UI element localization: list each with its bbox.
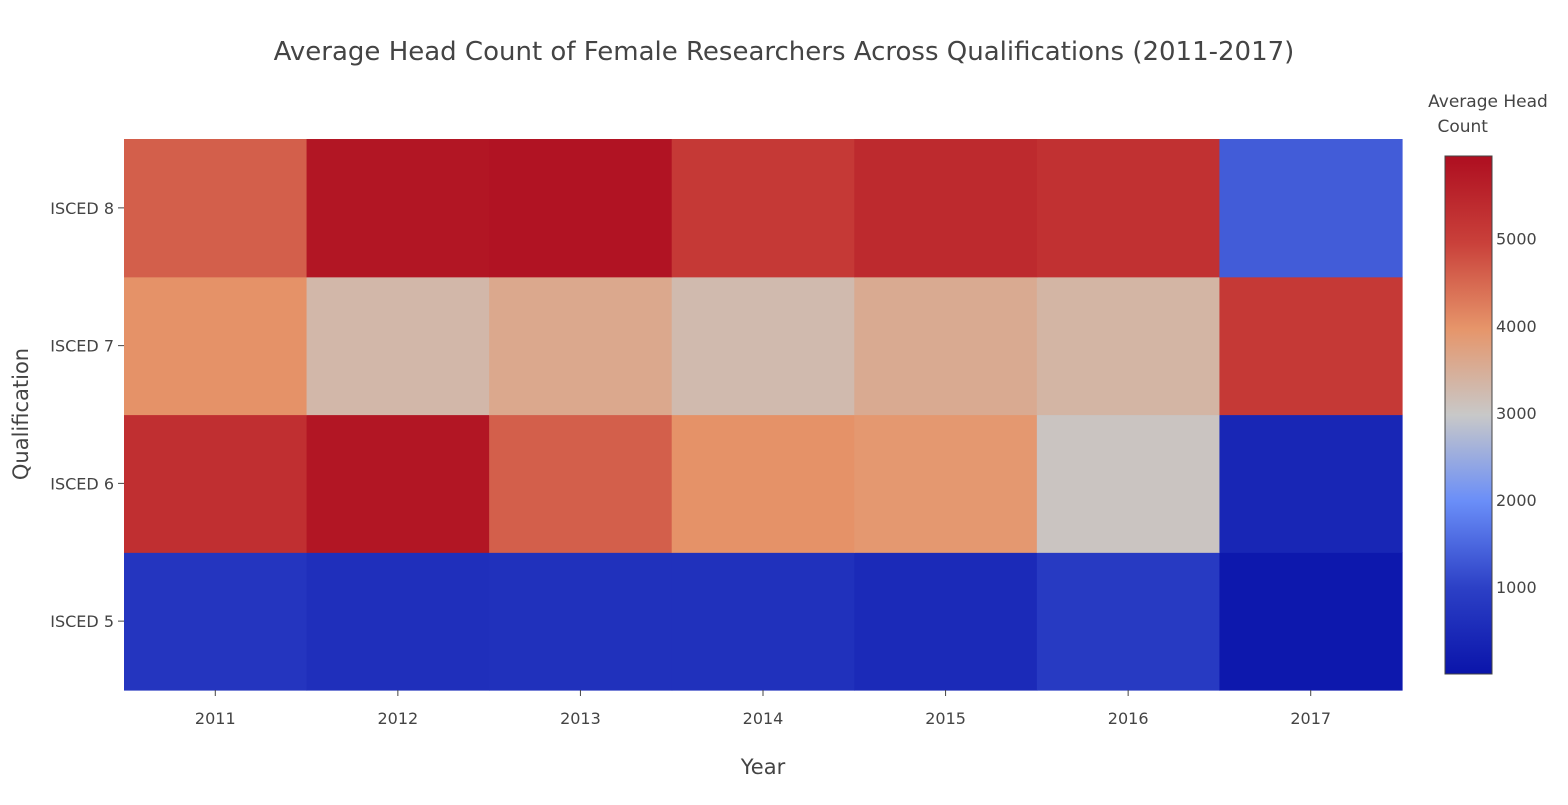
heatmap-cell-isced-6-2011 (124, 414, 308, 553)
heatmap-cell-isced-8-2014 (671, 139, 855, 278)
heatmap-cell-isced-7-2013 (489, 276, 673, 416)
x-tick-label: 2017 (1290, 709, 1331, 728)
heatmap-cell-isced-6-2015 (854, 414, 1038, 553)
y-tick-label: ISCED 6 (50, 474, 114, 493)
y-axis-ticks: ISCED 5 ISCED 6 ISCED 7 ISCED 8 (50, 199, 124, 631)
y-tick-label: ISCED 5 (50, 612, 114, 631)
heatmap-cell-isced-7-2011 (124, 276, 308, 416)
colorbar-gradient (1444, 155, 1493, 675)
colorbar-tick-label: 3000 (1496, 404, 1537, 423)
heatmap-cell-isced-8-2012 (306, 139, 490, 278)
x-tick-label: 2011 (195, 709, 236, 728)
y-tick-label: ISCED 7 (50, 337, 114, 356)
heatmap-cell-isced-8-2015 (854, 139, 1038, 278)
heatmap-cell-isced-8-2016 (1036, 139, 1221, 278)
heatmap-cell-isced-6-2012 (306, 414, 490, 553)
heatmap-cell-isced-6-2017 (1219, 414, 1403, 553)
heatmap-cell-isced-7-2017 (1219, 276, 1403, 416)
chart-title: Average Head Count of Female Researchers… (274, 37, 1295, 67)
heatmap-cell-isced-6-2013 (489, 414, 673, 553)
heatmap-cell-isced-6-2016 (1036, 414, 1221, 553)
heatmap-cell-isced-5-2011 (124, 552, 308, 691)
colorbar-tick-label: 5000 (1496, 230, 1537, 249)
x-axis-title: Year (740, 755, 786, 779)
x-tick-label: 2014 (743, 709, 784, 728)
heatmap-cell-isced-7-2015 (854, 276, 1038, 416)
colorbar-tick-label: 2000 (1496, 491, 1537, 510)
heatmap-cell-isced-5-2012 (306, 552, 490, 691)
colorbar-ticks: 1000 2000 3000 4000 5000 (1496, 230, 1537, 597)
heatmap-cell-isced-7-2012 (306, 276, 490, 416)
x-tick-label: 2015 (925, 709, 966, 728)
heatmap-cell-isced-5-2017 (1219, 552, 1403, 691)
heatmap-cell-isced-6-2014 (671, 414, 855, 553)
colorbar-title-line-1: Average Head (1428, 92, 1548, 112)
heatmap-cell-isced-5-2014 (671, 552, 855, 691)
x-tick-label: 2013 (560, 709, 601, 728)
heatmap-cell-isced-7-2016 (1036, 276, 1221, 416)
heatmap-cell-isced-8-2013 (489, 139, 673, 278)
heatmap-cell-isced-5-2015 (854, 552, 1038, 691)
y-axis-title: Qualification (9, 348, 33, 480)
x-tick-label: 2016 (1108, 709, 1149, 728)
heatmap-cell-isced-8-2017 (1219, 139, 1403, 278)
colorbar-tick-label: 4000 (1496, 317, 1537, 336)
heatmap-cell-isced-5-2013 (489, 552, 673, 691)
colorbar: Average Head Count 1000 2000 3000 4000 5000 (1428, 92, 1548, 675)
heatmap-cells (124, 139, 1403, 691)
heatmap-cell-isced-8-2011 (124, 139, 308, 278)
heatmap-cell-isced-7-2014 (671, 276, 855, 416)
colorbar-tick-label: 1000 (1496, 578, 1537, 597)
colorbar-title-line-2: Count (1432, 117, 1488, 137)
x-axis-ticks: 2011 2012 2013 2014 2015 2016 2017 (195, 690, 1331, 728)
x-tick-label: 2012 (377, 709, 418, 728)
heatmap-cell-isced-5-2016 (1036, 552, 1221, 691)
y-tick-label: ISCED 8 (50, 199, 114, 218)
